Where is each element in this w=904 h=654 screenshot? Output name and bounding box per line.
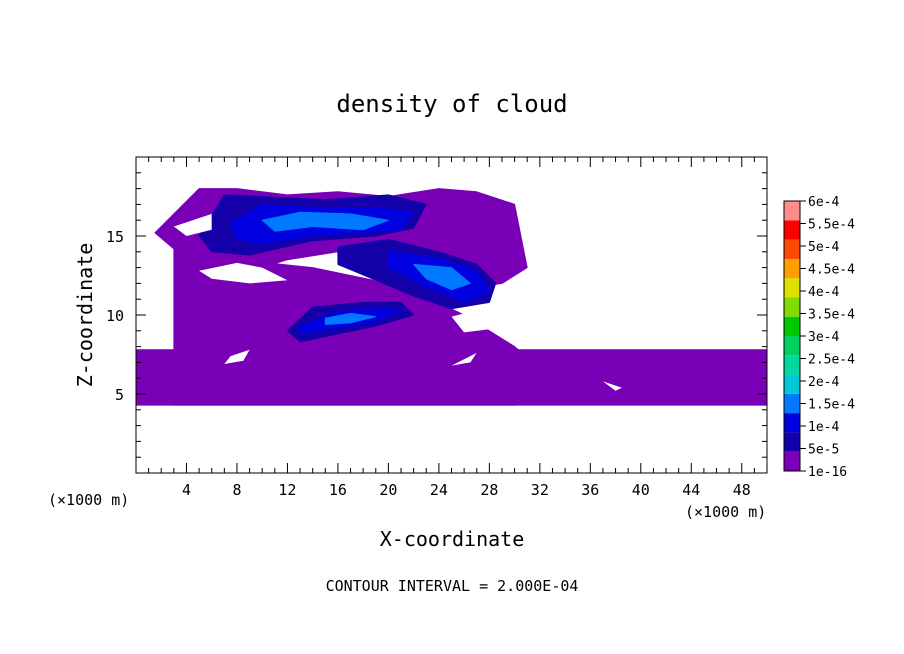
colorbar-swatch: [784, 297, 800, 317]
x-tick-label: 24: [430, 481, 448, 499]
colorbar-label: 5.5e-4: [808, 218, 855, 233]
y-tick-label: 5: [115, 386, 124, 404]
x-tick-label: 16: [329, 481, 347, 499]
colorbar-label: 2.5e-4: [808, 353, 855, 368]
x-tick-label: 36: [581, 481, 599, 499]
colorbar-swatch: [784, 239, 800, 259]
x-axis-ticks: 4 8 12 16 20 24 28 32 36 40 44 48: [148, 157, 755, 499]
colorbar-label: 3e-4: [808, 330, 839, 345]
x-tick-label: 4: [182, 481, 191, 499]
y-tick-label: 10: [106, 307, 124, 325]
y-tick-label: 15: [106, 228, 124, 246]
x-tick-label: 20: [379, 481, 397, 499]
chart-title: density of cloud: [336, 90, 567, 118]
colorbar-swatch: [784, 393, 800, 414]
colorbar-swatch: [784, 278, 800, 298]
clear-gap-4: [451, 352, 477, 366]
colorbar-swatch: [784, 374, 800, 394]
x-tick-label: 32: [531, 481, 549, 499]
colorbar-label: 1e-4: [808, 420, 839, 435]
colorbar-swatch: [784, 201, 800, 221]
x-unit-right: (×1000 m): [685, 503, 766, 521]
colorbar-swatch: [784, 220, 800, 240]
y-axis-ticks: 5 10 15: [106, 172, 767, 458]
x-tick-label: 40: [632, 481, 650, 499]
x-tick-label: 12: [278, 481, 296, 499]
x-tick-label: 28: [480, 481, 498, 499]
colorbar-swatch: [784, 316, 800, 336]
x-tick-label: 8: [232, 481, 241, 499]
colorbar-label: 2e-4: [808, 375, 839, 390]
colorbar-swatch: [784, 258, 800, 279]
x-tick-label: 44: [682, 481, 700, 499]
clear-gap-2: [451, 310, 490, 333]
contour-region-10: [261, 211, 389, 232]
colorbar-label: 4e-4: [808, 285, 839, 300]
colorbar-label: 1e-16: [808, 465, 847, 480]
colorbar-label: 4.5e-4: [808, 263, 855, 278]
colorbar-label: 1.5e-4: [808, 398, 855, 413]
colorbar-swatch: [784, 336, 800, 356]
contour-interval-note: CONTOUR INTERVAL = 2.000E-04: [326, 577, 579, 595]
contour-region-11: [413, 263, 471, 291]
colorbar-swatch: [784, 413, 800, 433]
colorbar-swatch: [784, 451, 800, 471]
colorbar-swatch: [784, 432, 800, 452]
clear-gap-1: [173, 213, 212, 236]
colorbar-label: 5e-5: [808, 443, 839, 458]
x-axis-label: X-coordinate: [380, 527, 525, 551]
colorbar-label: 6e-4: [808, 195, 839, 210]
colorbar-label: 5e-4: [808, 240, 839, 255]
colorbar-swatch: [784, 355, 800, 375]
clear-gap-5: [602, 381, 622, 391]
y-axis-label: Z-coordinate: [73, 243, 97, 388]
contour-region-12: [324, 312, 377, 325]
x-unit-left: (×1000 m): [48, 491, 129, 509]
colorbar: 1e-16 5e-5 1e-4 1.5e-4 2e-4 2.5e-4 3e-4 3.5e-4 4…: [783, 195, 855, 480]
contour-fill: [135, 188, 768, 406]
x-tick-label: 48: [733, 481, 751, 499]
clear-gap-3: [224, 349, 250, 364]
colorbar-label: 3.5e-4: [808, 308, 855, 323]
clear-gap-0: [199, 262, 288, 284]
